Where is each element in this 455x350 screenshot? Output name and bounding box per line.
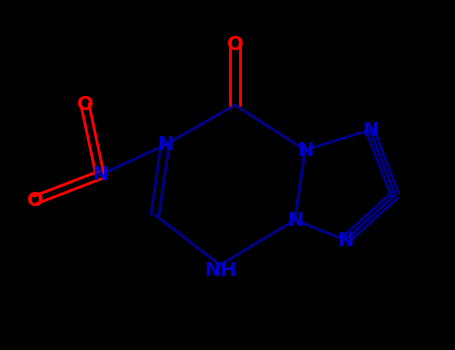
Text: N: N	[362, 120, 378, 140]
Text: O: O	[77, 96, 93, 114]
Text: N: N	[157, 135, 173, 154]
Text: N: N	[297, 140, 313, 160]
Text: NH: NH	[204, 260, 236, 280]
Text: N: N	[92, 166, 108, 184]
Text: N: N	[287, 210, 303, 230]
Text: O: O	[27, 190, 43, 210]
Text: O: O	[227, 35, 243, 55]
Text: N: N	[337, 231, 353, 250]
